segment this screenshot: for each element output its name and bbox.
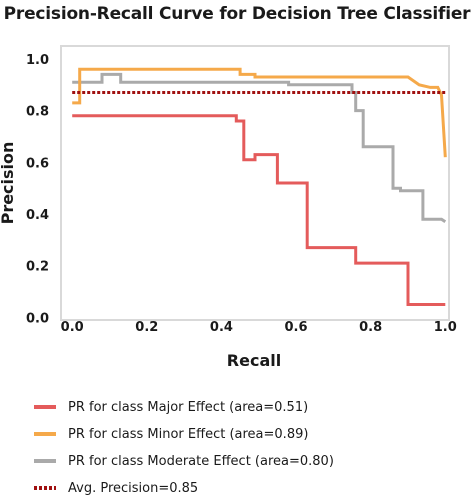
x-tick-labels: 0.0 0.2 0.4 0.6 0.8 1.0 xyxy=(61,320,457,335)
x-tick-label: 0.0 xyxy=(61,320,84,335)
series-line xyxy=(72,67,447,158)
legend: PR for class Major Effect (area=0.51) PR … xyxy=(34,400,334,496)
x-tick-label: 0.6 xyxy=(285,320,308,335)
y-tick-label: 0.6 xyxy=(26,156,49,171)
legend-label: PR for class Minor Effect (area=0.89) xyxy=(68,427,308,442)
x-tick-label: 0.8 xyxy=(359,320,382,335)
y-tick-label: 0.2 xyxy=(26,260,49,275)
y-tick-label: 0.0 xyxy=(26,311,49,326)
series-line xyxy=(72,72,447,224)
chart-title: Precision-Recall Curve for Decision Tree… xyxy=(3,4,471,24)
y-tick-label: 0.4 xyxy=(26,208,49,223)
y-tick-label: 1.0 xyxy=(26,53,49,68)
x-tick-label: 0.2 xyxy=(135,320,158,335)
x-axis-label: Recall xyxy=(227,351,281,370)
y-tick-labels: 0.0 0.2 0.4 0.6 0.8 1.0 xyxy=(26,53,49,326)
series-lines xyxy=(72,67,447,306)
y-tick-label: 0.8 xyxy=(26,105,49,120)
legend-label: PR for class Moderate Effect (area=0.80) xyxy=(68,454,334,469)
x-tick-label: 0.4 xyxy=(210,320,233,335)
legend-label: Avg. Precision=0.85 xyxy=(68,481,198,496)
y-axis-label: Precision xyxy=(0,142,17,225)
x-tick-label: 1.0 xyxy=(434,320,457,335)
legend-label: PR for class Major Effect (area=0.51) xyxy=(68,400,308,415)
series-line xyxy=(72,114,446,306)
plot-frame xyxy=(60,45,450,321)
